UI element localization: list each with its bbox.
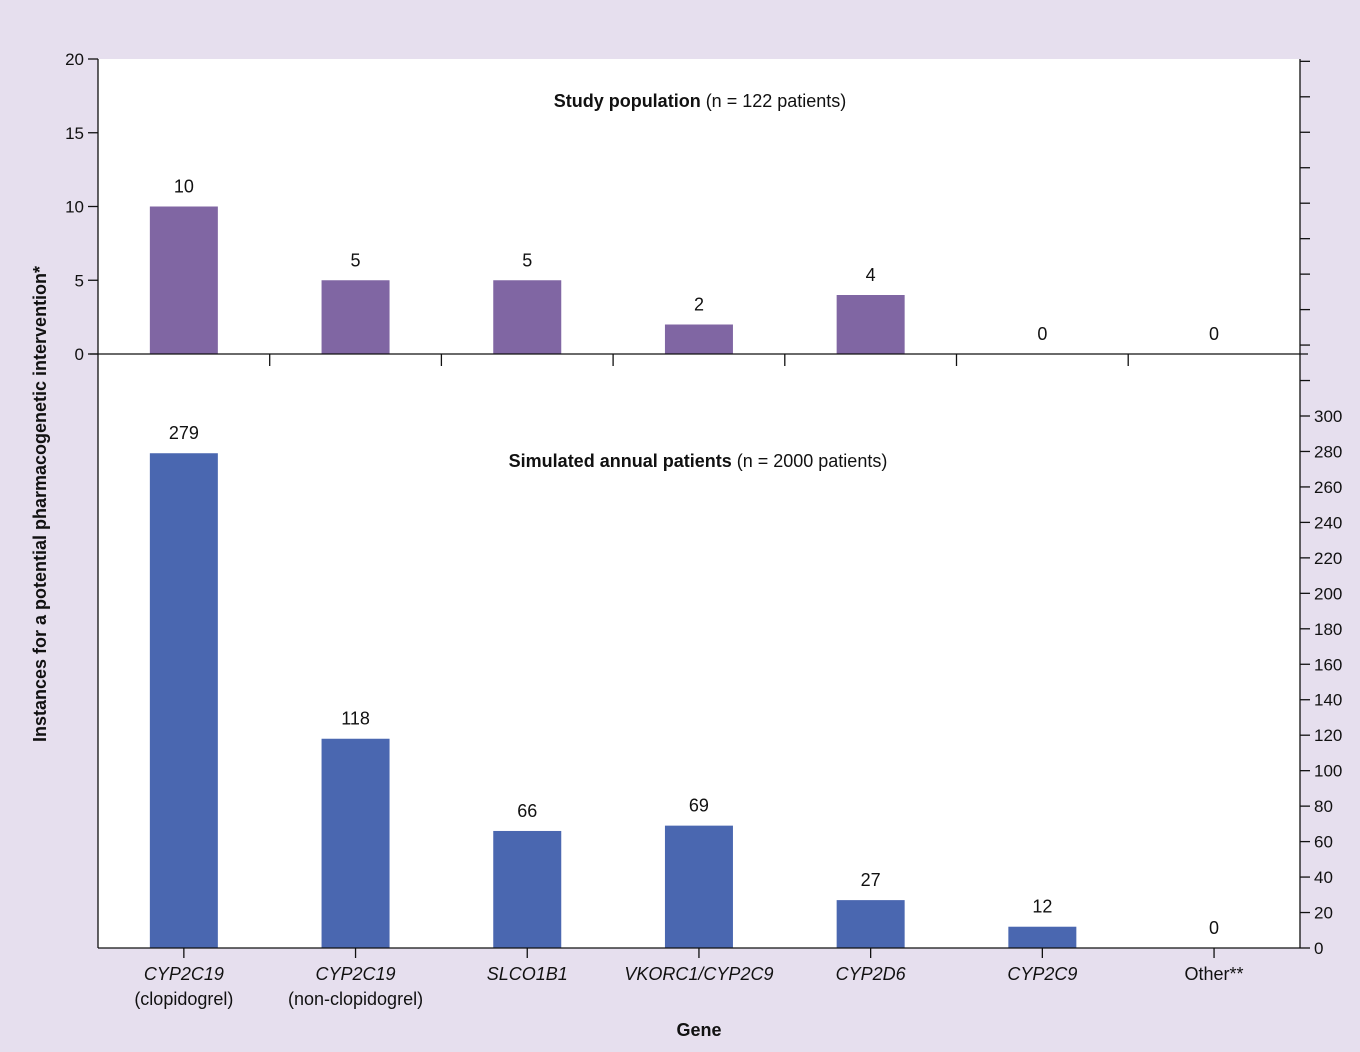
- right-tick-label-0: 0: [1314, 939, 1323, 958]
- right-tick-label-12: 240: [1314, 513, 1342, 532]
- x-axis-title: Gene: [676, 1020, 721, 1040]
- top-value-label-6: 0: [1209, 324, 1219, 344]
- top-bar-3: [664, 324, 733, 354]
- bottom-bar-4: [836, 900, 905, 948]
- top-value-label-1: 5: [351, 250, 361, 270]
- plot-area: [98, 59, 1300, 948]
- top-value-label-0: 10: [174, 177, 194, 197]
- top-panel-title: Study population (n = 122 patients): [554, 91, 847, 111]
- right-tick-label-5: 100: [1314, 762, 1342, 781]
- top-bar-2: [493, 280, 562, 354]
- left-tick-label-0: 0: [75, 345, 84, 364]
- right-tick-label-8: 160: [1314, 655, 1342, 674]
- right-tick-label-11: 220: [1314, 549, 1342, 568]
- top-bar-0: [149, 206, 218, 354]
- x-tick-sublabel-0: (clopidogrel): [134, 989, 233, 1009]
- top-bar-1: [321, 280, 390, 354]
- bottom-value-label-4: 27: [861, 870, 881, 890]
- right-tick-label-10: 200: [1314, 584, 1342, 603]
- right-tick-label-9: 180: [1314, 620, 1342, 639]
- top-value-label-3: 2: [694, 295, 704, 315]
- bottom-bar-5: [1008, 926, 1077, 948]
- right-tick-label-15: 300: [1314, 407, 1342, 426]
- right-tick-label-14: 280: [1314, 442, 1342, 461]
- bottom-panel-title: Simulated annual patients (n = 2000 patie…: [509, 451, 888, 471]
- right-tick-label-6: 120: [1314, 726, 1342, 745]
- left-tick-label-4: 20: [65, 50, 84, 69]
- right-tick-label-3: 60: [1314, 833, 1333, 852]
- bottom-value-label-5: 12: [1032, 897, 1052, 917]
- bottom-bar-3: [664, 825, 733, 948]
- left-tick-label-2: 10: [65, 198, 84, 217]
- x-tick-label-0: CYP2C19: [144, 964, 224, 984]
- x-tick-label-6: Other**: [1185, 964, 1244, 984]
- top-value-label-5: 0: [1037, 324, 1047, 344]
- left-tick-label-3: 15: [65, 124, 84, 143]
- top-value-label-4: 4: [866, 265, 876, 285]
- x-tick-label-5: CYP2C9: [1007, 964, 1077, 984]
- x-tick-label-1: CYP2C19: [316, 964, 396, 984]
- bottom-bar-1: [321, 738, 390, 948]
- right-tick-label-13: 260: [1314, 478, 1342, 497]
- x-tick-label-2: SLCO1B1: [487, 964, 568, 984]
- bottom-value-label-3: 69: [689, 796, 709, 816]
- bottom-bar-0: [149, 453, 218, 948]
- y-axis-title: Instances for a potential pharmacogeneti…: [30, 266, 50, 742]
- x-tick-sublabel-1: (non-clopidogrel): [288, 989, 423, 1009]
- bottom-value-label-2: 66: [517, 801, 537, 821]
- bottom-value-label-0: 279: [169, 423, 199, 443]
- right-tick-label-1: 20: [1314, 904, 1333, 923]
- bottom-value-label-1: 118: [341, 709, 370, 729]
- right-tick-label-2: 40: [1314, 868, 1333, 887]
- left-tick-label-1: 5: [75, 271, 84, 290]
- right-tick-label-7: 140: [1314, 691, 1342, 710]
- right-tick-label-4: 80: [1314, 797, 1333, 816]
- top-bar-4: [836, 295, 905, 354]
- x-tick-label-3: VKORC1/CYP2C9: [624, 964, 773, 984]
- bottom-bar-2: [493, 830, 562, 948]
- x-tick-label-4: CYP2D6: [836, 964, 907, 984]
- bottom-value-label-6: 0: [1209, 918, 1219, 938]
- top-value-label-2: 5: [522, 250, 532, 270]
